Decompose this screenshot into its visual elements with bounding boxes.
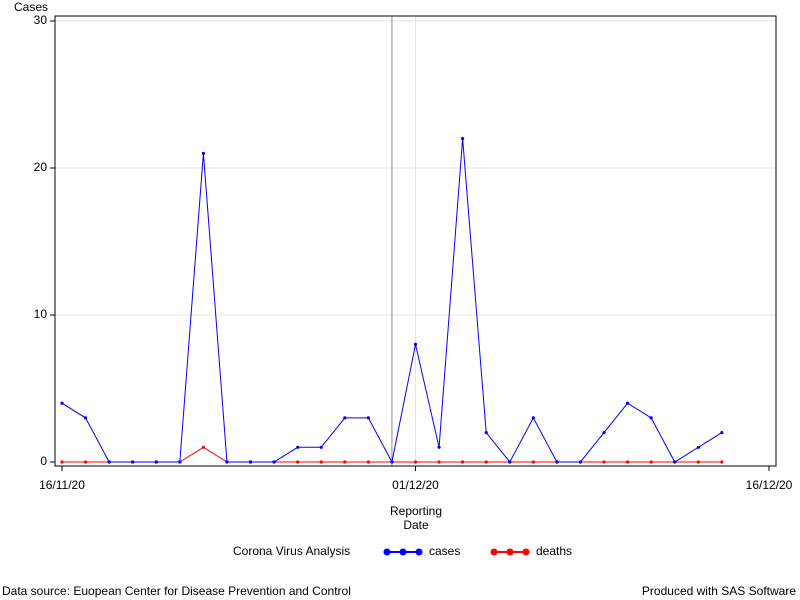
data-point — [531, 460, 535, 464]
data-point — [248, 460, 253, 464]
data-point — [720, 460, 724, 464]
data-point — [461, 137, 465, 141]
data-point — [201, 151, 205, 155]
legend-marker — [490, 548, 498, 556]
data-point — [602, 431, 606, 435]
x-axis-label: Date — [403, 518, 429, 532]
data-point — [225, 460, 229, 464]
data-point — [696, 445, 700, 449]
data-point — [272, 460, 276, 464]
legend-marker — [506, 548, 514, 556]
data-point — [319, 445, 323, 449]
y-tick-label: 0 — [40, 454, 47, 468]
data-point — [343, 416, 347, 420]
data-point — [578, 460, 583, 464]
x-tick-label: 16/11/20 — [39, 478, 85, 492]
data-point — [437, 460, 441, 464]
data-point — [696, 460, 700, 464]
data-point — [602, 460, 606, 464]
x-tick-label: 01/12/20 — [392, 478, 439, 492]
data-point — [390, 460, 394, 464]
data-point — [484, 431, 488, 435]
legend-marker — [383, 548, 391, 556]
data-point — [508, 460, 512, 464]
footnote: Produced with SAS Software — [642, 584, 796, 598]
y-tick-label: 20 — [34, 160, 48, 174]
legend-marker — [415, 548, 423, 556]
y-tick-label: 10 — [34, 307, 48, 321]
legend-marker — [399, 548, 407, 556]
data-point — [413, 342, 418, 346]
legend-label: deaths — [536, 544, 572, 558]
data-point — [83, 460, 88, 464]
data-point — [366, 460, 370, 464]
legend-title: Corona Virus Analysis — [233, 544, 350, 558]
data-point — [673, 460, 677, 464]
data-point — [83, 416, 88, 420]
data-point — [154, 460, 158, 464]
data-point — [366, 416, 370, 420]
x-axis-label: Reporting — [390, 504, 442, 518]
y-axis-label: Cases — [14, 0, 48, 14]
data-point — [60, 401, 64, 405]
data-point — [555, 460, 559, 464]
data-point — [319, 460, 323, 464]
data-point — [626, 460, 630, 464]
data-point — [531, 416, 535, 420]
data-point — [461, 460, 465, 464]
legend-marker — [522, 548, 530, 556]
data-point — [437, 445, 441, 449]
data-point — [296, 460, 300, 464]
data-point — [413, 460, 418, 464]
data-point — [131, 460, 135, 464]
data-point — [201, 445, 205, 449]
data-point — [107, 460, 111, 464]
data-point — [296, 445, 300, 449]
data-point — [178, 460, 182, 464]
x-tick-label: 16/12/20 — [746, 478, 793, 492]
legend-label: cases — [429, 544, 460, 558]
data-point — [343, 460, 347, 464]
data-point — [649, 416, 653, 420]
footnote: Data source: Euopean Center for Disease … — [2, 584, 351, 598]
data-point — [720, 431, 724, 435]
data-point — [649, 460, 653, 464]
data-point — [60, 460, 64, 464]
data-point — [484, 460, 488, 464]
y-tick-label: 30 — [34, 13, 48, 27]
data-point — [626, 401, 630, 405]
